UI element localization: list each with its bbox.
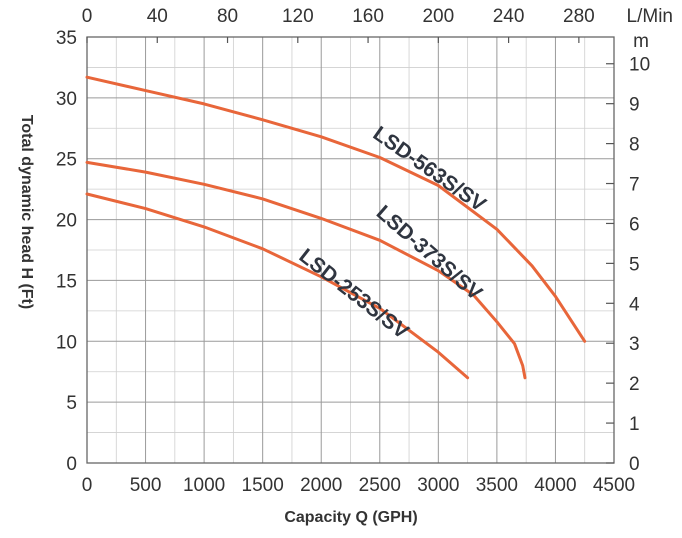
y-tick-label: 10 <box>56 332 77 353</box>
plot-frame <box>86 36 615 464</box>
right-tick-label: 5 <box>629 254 640 275</box>
x-tick-label: 2000 <box>300 475 342 496</box>
x-tick-label: 1500 <box>242 475 284 496</box>
axis-titles: Capacity Q (GPH) Total dynamic head H (Ft… <box>18 115 418 526</box>
top-tick-label: 280 <box>563 6 595 27</box>
top-axis-unit: L/Min <box>627 6 673 27</box>
top-tick-label: 120 <box>282 6 314 27</box>
right-tick-label: 3 <box>629 334 640 355</box>
right-tick-label: 6 <box>629 214 640 235</box>
y-tick-label: 5 <box>66 393 77 414</box>
y-tick-label: 20 <box>56 211 77 232</box>
x-tick-label: 3500 <box>476 475 518 496</box>
top-tick-label: 80 <box>217 6 238 27</box>
x-tick-label: 4000 <box>534 475 576 496</box>
y-tick-label: 25 <box>56 150 77 171</box>
x-axis-title: Capacity Q (GPH) <box>284 509 417 526</box>
series-line <box>85 160 527 380</box>
top-tick-label: 240 <box>493 6 525 27</box>
x-tick-label: 4500 <box>593 475 635 496</box>
right-tick-label: 4 <box>629 294 640 315</box>
top-tick-label: 40 <box>147 6 168 27</box>
right-tick-label: 2 <box>629 374 640 395</box>
x-tick-label: 2500 <box>359 475 401 496</box>
right-tick-label: 8 <box>629 135 640 156</box>
top-tick-label: 200 <box>422 6 454 27</box>
top-tick-label: 0 <box>82 6 93 27</box>
right-tick-label: 0 <box>629 454 640 475</box>
y-tick-label: 15 <box>56 271 77 292</box>
right-tick-label: 9 <box>629 95 640 116</box>
y-axis-title: Total dynamic head H (Ft) <box>18 115 35 309</box>
right-tick-label: 1 <box>629 414 640 435</box>
series-line <box>85 75 587 343</box>
y-tick-label: 30 <box>56 89 77 110</box>
x-tick-label: 500 <box>130 475 162 496</box>
tick-labels: 0 500 1000 1500 2000 2500 3000 3500 4000 45000510… <box>56 6 673 496</box>
right-axis-unit: m <box>633 31 649 52</box>
y-tick-label: 0 <box>66 454 77 475</box>
x-tick-label: 0 <box>82 475 93 496</box>
y-tick-label: 35 <box>56 28 77 49</box>
grid-lines <box>86 36 615 464</box>
right-tick-label: 10 <box>629 55 650 76</box>
x-tick-label: 3000 <box>417 475 459 496</box>
top-tick-label: 160 <box>352 6 384 27</box>
series-line <box>85 192 470 380</box>
right-tick-label: 7 <box>629 175 640 196</box>
x-tick-label: 1000 <box>183 475 225 496</box>
